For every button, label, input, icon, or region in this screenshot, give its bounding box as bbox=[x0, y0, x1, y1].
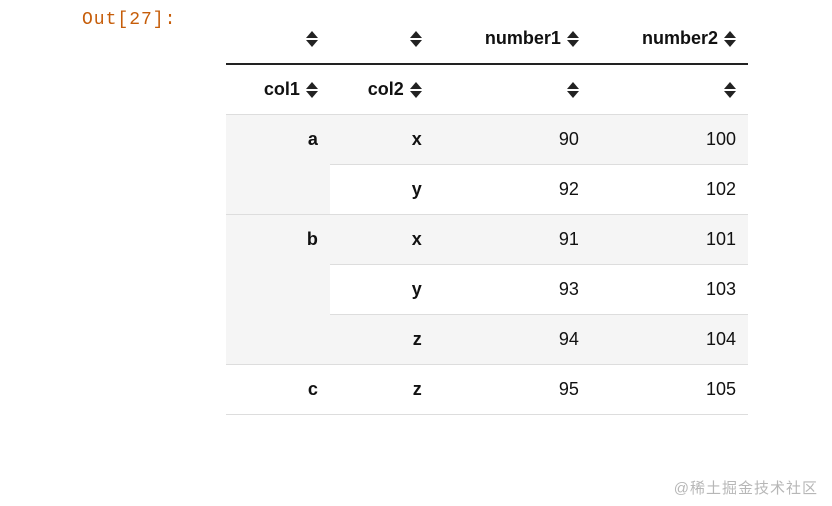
index-col1: c bbox=[226, 365, 330, 415]
cell-number2: 104 bbox=[591, 315, 748, 365]
header-sort-number1[interactable] bbox=[434, 64, 591, 114]
cell-number2: 100 bbox=[591, 115, 748, 165]
cell-number2: 105 bbox=[591, 365, 748, 415]
header-sort-number2[interactable] bbox=[591, 64, 748, 114]
header-label: col2 bbox=[368, 79, 404, 99]
table-row: cz95105 bbox=[226, 365, 748, 415]
index-col1: a bbox=[226, 115, 330, 215]
dataframe-table-wrap: number1 number2 col1 col2 ax90100y92102b… bbox=[226, 14, 748, 415]
cell-number1: 91 bbox=[434, 215, 591, 265]
index-col2: y bbox=[330, 265, 434, 315]
header-number2[interactable]: number2 bbox=[591, 14, 748, 63]
index-col1: b bbox=[226, 215, 330, 365]
cell-number1: 93 bbox=[434, 265, 591, 315]
table-row: bx91101 bbox=[226, 215, 748, 265]
header-row-index: col1 col2 bbox=[226, 64, 748, 114]
cell-number1: 95 bbox=[434, 365, 591, 415]
cell-number2: 102 bbox=[591, 165, 748, 215]
index-col2: y bbox=[330, 165, 434, 215]
index-col2: z bbox=[330, 315, 434, 365]
sort-icon[interactable] bbox=[410, 82, 422, 98]
header-col1[interactable]: col1 bbox=[226, 64, 330, 114]
table-body: ax90100y92102bx91101y93103z94104cz95105 bbox=[226, 115, 748, 415]
cell-number1: 94 bbox=[434, 315, 591, 365]
header-col2[interactable]: col2 bbox=[330, 64, 434, 114]
index-col2: x bbox=[330, 215, 434, 265]
watermark: @稀土掘金技术社区 bbox=[674, 477, 818, 498]
dataframe-table: number1 number2 col1 col2 ax90100y92102b… bbox=[226, 14, 748, 415]
header-blank-1[interactable] bbox=[226, 14, 330, 63]
table-row: ax90100 bbox=[226, 115, 748, 165]
sort-icon[interactable] bbox=[724, 82, 736, 98]
index-col2: z bbox=[330, 365, 434, 415]
header-blank-2[interactable] bbox=[330, 14, 434, 63]
cell-number2: 101 bbox=[591, 215, 748, 265]
cell-number1: 92 bbox=[434, 165, 591, 215]
sort-icon[interactable] bbox=[306, 31, 318, 47]
header-label: number2 bbox=[642, 28, 718, 48]
index-col2: x bbox=[330, 115, 434, 165]
sort-icon[interactable] bbox=[306, 82, 318, 98]
sort-icon[interactable] bbox=[567, 82, 579, 98]
sort-icon[interactable] bbox=[724, 31, 736, 47]
header-label: col1 bbox=[264, 79, 300, 99]
output-prompt: Out[27]: bbox=[82, 10, 176, 30]
cell-number1: 90 bbox=[434, 115, 591, 165]
sort-icon[interactable] bbox=[410, 31, 422, 47]
header-label: number1 bbox=[485, 28, 561, 48]
cell-number2: 103 bbox=[591, 265, 748, 315]
header-row-data: number1 number2 bbox=[226, 14, 748, 63]
sort-icon[interactable] bbox=[567, 31, 579, 47]
header-number1[interactable]: number1 bbox=[434, 14, 591, 63]
